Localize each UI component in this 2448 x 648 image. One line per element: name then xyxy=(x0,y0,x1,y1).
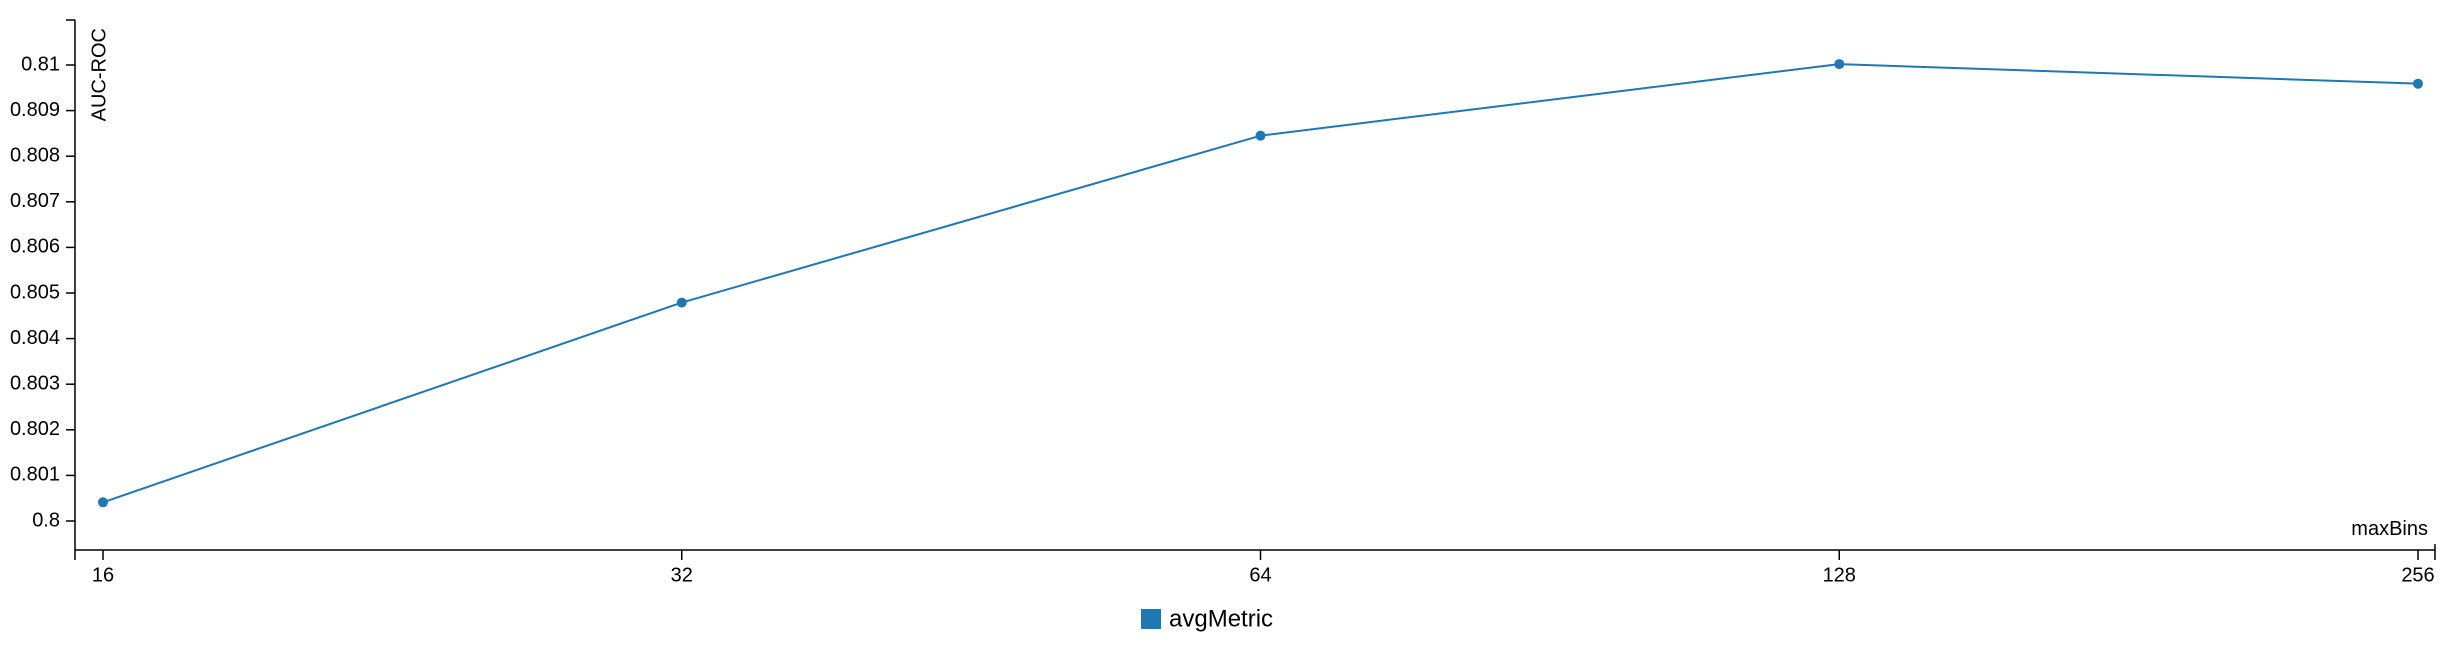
y-tick-label: 0.809 xyxy=(10,99,60,121)
x-axis: maxBins 16 32 64 128 256 xyxy=(74,518,2436,587)
x-tick-label: 128 xyxy=(1823,565,1856,587)
data-point xyxy=(2413,78,2423,89)
y-tick-label: 0.808 xyxy=(10,144,60,166)
x-axis-title: maxBins xyxy=(2351,518,2428,540)
legend-label: avgMetric xyxy=(1169,605,1273,632)
y-tick-label: 0.802 xyxy=(10,418,60,440)
y-tick-label: 0.805 xyxy=(10,281,60,303)
legend: avgMetric xyxy=(1141,605,1273,632)
x-tick-label: 32 xyxy=(671,565,693,587)
data-point xyxy=(98,497,108,508)
y-tick-label: 0.8 xyxy=(32,509,60,531)
y-tick-label: 0.804 xyxy=(10,327,60,349)
y-axis-title: AUC-ROC xyxy=(88,28,110,121)
y-tick-label: 0.803 xyxy=(10,372,60,394)
x-tick-label: 16 xyxy=(92,565,114,587)
y-tick-label: 0.807 xyxy=(10,190,60,212)
data-point xyxy=(1834,59,1845,70)
series-line-avgMetric xyxy=(102,63,2419,504)
y-tick-label: 0.801 xyxy=(10,464,60,486)
y-tick-label: 0.806 xyxy=(10,236,60,258)
plot-area xyxy=(98,59,2423,508)
legend-swatch xyxy=(1141,609,1161,629)
data-point xyxy=(676,297,687,308)
y-tick-label: 0.81 xyxy=(21,53,60,75)
x-tick-label: 256 xyxy=(2401,565,2434,587)
x-tick-label: 64 xyxy=(1249,565,1271,587)
data-point xyxy=(1255,130,1266,141)
y-axis: AUC-ROC 0.8 0.801 0.802 0.803 0.804 0.805 0.80… xyxy=(10,19,110,550)
